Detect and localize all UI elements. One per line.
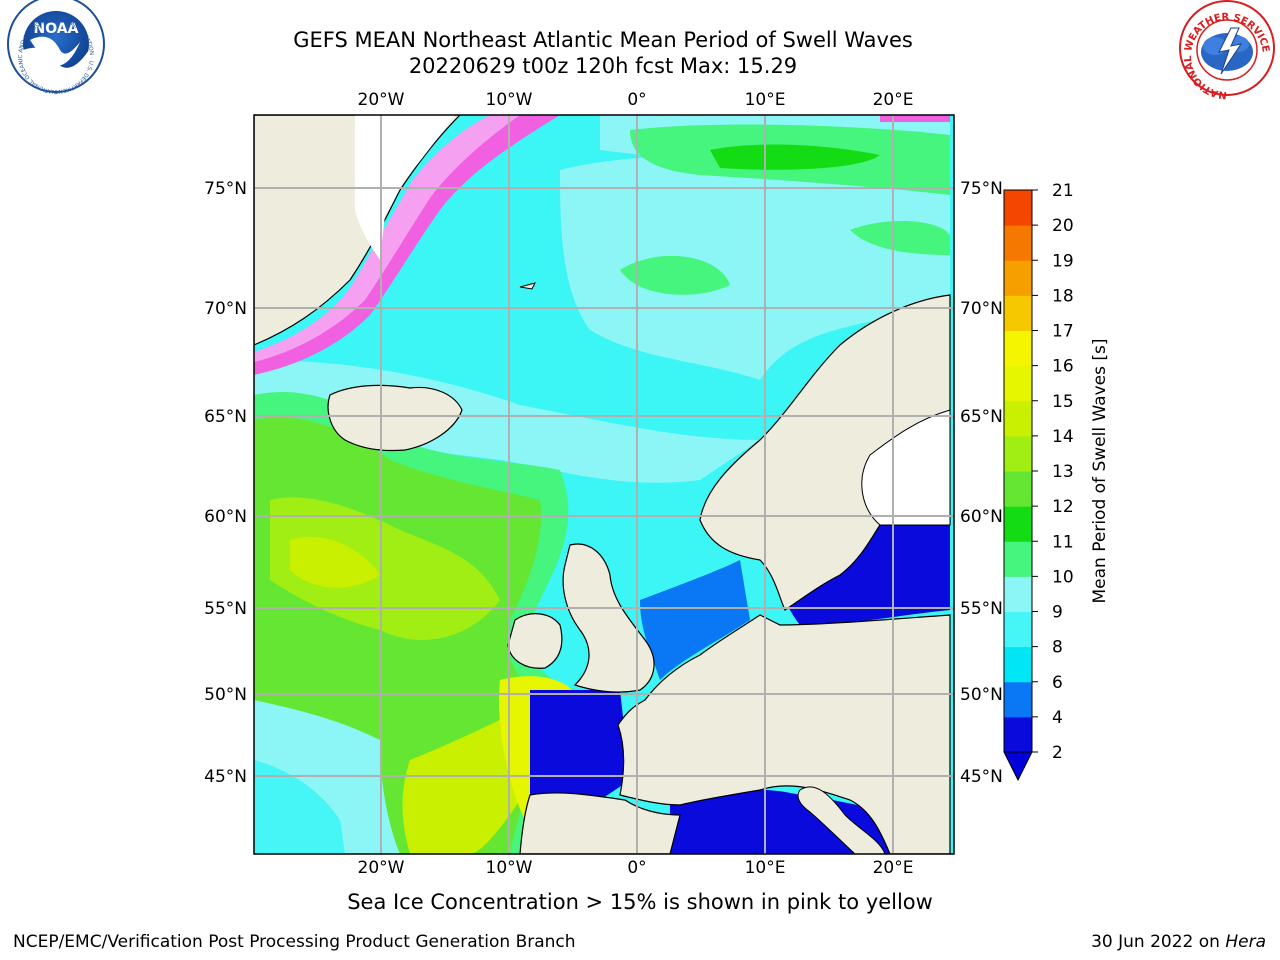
sea-ice-note: Sea Ice Concentration > 15% is shown in … (347, 890, 933, 914)
lat-label-right: 75°N (960, 179, 1003, 199)
footer-date-text: 30 Jun 2022 on (1091, 932, 1226, 952)
colorbar-tick-label: 19 (1052, 251, 1074, 271)
colorbar-segment (1004, 295, 1032, 331)
colorbar-tick-label: 9 (1052, 603, 1063, 623)
chart-title-line1: GEFS MEAN Northeast Atlantic Mean Period… (293, 28, 913, 52)
colorbar-tick-label: 2 (1052, 743, 1063, 763)
lat-label-left: 45°N (204, 767, 247, 787)
lat-label-left: 70°N (204, 299, 247, 319)
colorbar-segment (1004, 435, 1032, 472)
colorbar-segment (1004, 400, 1032, 437)
footer-left: NCEP/EMC/Verification Post Processing Pr… (13, 932, 576, 952)
colorbar-segment (1004, 576, 1032, 612)
colorbar-tick-label: 13 (1052, 462, 1074, 482)
colorbar-segment (1004, 506, 1032, 542)
map-frame (253, 114, 955, 855)
lon-label-bottom: 10°W (486, 858, 533, 878)
lon-label-bottom: 20°E (873, 858, 914, 878)
lat-label-left: 65°N (204, 407, 247, 427)
colorbar-tick-label: 21 (1052, 181, 1074, 201)
noaa-logo-text: NOAA (34, 21, 79, 37)
colorbar-tick-label: 17 (1052, 322, 1074, 342)
colorbar-segment (1004, 541, 1032, 577)
lat-label-left: 55°N (204, 599, 247, 619)
colorbar-tick-label: 10 (1052, 567, 1074, 587)
colorbar-tick-label: 14 (1052, 427, 1074, 447)
colorbar-segment (1004, 330, 1032, 367)
lon-label-bottom: 0° (627, 858, 646, 878)
lon-label-top: 10°W (486, 90, 533, 110)
lat-label-right: 70°N (960, 299, 1003, 319)
footer-date: 30 Jun 2022 on Hera (1091, 932, 1266, 952)
map-field (254, 115, 954, 854)
lat-label-left: 50°N (204, 685, 247, 705)
lon-label-top: 0° (627, 90, 646, 110)
lon-label-bottom: 20°W (358, 858, 405, 878)
lon-label-top: 20°E (873, 90, 914, 110)
colorbar: 2 4 6 8 9 10 11 12 13 14 15 16 17 18 19 20 21 Mean Perio… (1003, 181, 1110, 782)
lat-label-left: 75°N (204, 179, 247, 199)
colorbar-segment (1004, 611, 1032, 648)
map-gridlines (254, 115, 954, 854)
lat-label-right: 50°N (960, 685, 1003, 705)
colorbar-segment (1004, 716, 1032, 753)
chart-title-line2: 20220629 t00z 120h fcst Max: 15.29 (408, 54, 798, 78)
colorbar-under-arrow (1003, 751, 1033, 782)
colorbar-tick-label: 6 (1052, 673, 1063, 693)
colorbar-tick-label: 15 (1052, 392, 1074, 412)
colorbar-segment (1004, 225, 1032, 261)
lat-label-right: 55°N (960, 599, 1003, 619)
colorbar-tick-label: 20 (1052, 216, 1074, 236)
noaa-logo: NOAA NATIONAL OCEANIC AND ATMOSPHERIC AD… (0, 0, 105, 94)
colorbar-tick-label: 11 (1052, 532, 1074, 552)
colorbar-segment (1004, 365, 1032, 402)
colorbar-segment (1004, 681, 1032, 718)
lat-label-right: 65°N (960, 407, 1003, 427)
lat-label-right: 45°N (960, 767, 1003, 787)
lon-label-top: 10°E (745, 90, 786, 110)
colorbar-tick-label: 8 (1052, 638, 1063, 658)
lat-label-right: 60°N (960, 507, 1003, 527)
colorbar-segment (1004, 260, 1032, 296)
colorbar-segment (1004, 190, 1032, 226)
colorbar-tick-label: 12 (1052, 497, 1074, 517)
nws-logo: NATIONAL WEATHER SERVICE (1179, 0, 1275, 100)
lon-label-top: 20°W (358, 90, 405, 110)
colorbar-tick-label: 4 (1052, 708, 1063, 728)
lon-label-bottom: 10°E (745, 858, 786, 878)
colorbar-tick-label: 18 (1052, 286, 1074, 306)
colorbar-segment (1004, 471, 1032, 507)
colorbar-tick-label: 16 (1052, 357, 1074, 377)
colorbar-segment (1004, 646, 1032, 683)
footer-host: Hera (1225, 932, 1266, 952)
lat-label-left: 60°N (204, 507, 247, 527)
colorbar-title: Mean Period of Swell Waves [s] (1090, 339, 1110, 604)
map-area: 20°W 10°W 0° 10°E 20°E 20°W 10°W 0° 10°E… (204, 90, 1003, 878)
